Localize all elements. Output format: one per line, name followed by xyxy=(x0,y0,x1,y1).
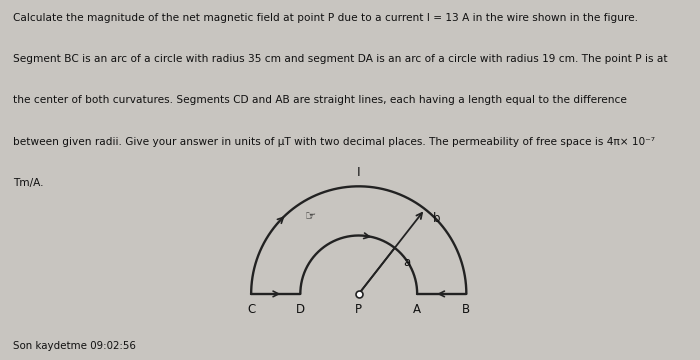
Text: Son kaydetme 09:02:56: Son kaydetme 09:02:56 xyxy=(13,341,136,351)
Text: I: I xyxy=(357,166,360,179)
Text: b: b xyxy=(433,212,440,225)
Text: between given radii. Give your answer in units of μT with two decimal places. Th: between given radii. Give your answer in… xyxy=(13,137,654,147)
Text: the center of both curvatures. Segments CD and AB are straight lines, each havin: the center of both curvatures. Segments … xyxy=(13,95,626,105)
Text: D: D xyxy=(296,303,305,316)
Text: P: P xyxy=(355,303,363,316)
Text: ☞: ☞ xyxy=(304,210,316,223)
Text: A: A xyxy=(413,303,421,316)
Text: Calculate the magnitude of the net magnetic field at point P due to a current I : Calculate the magnitude of the net magne… xyxy=(13,13,638,23)
Text: C: C xyxy=(247,303,256,316)
Text: a: a xyxy=(403,256,411,270)
Text: B: B xyxy=(462,303,470,316)
Text: Tm/A.: Tm/A. xyxy=(13,178,43,188)
Text: Segment BC is an arc of a circle with radius 35 cm and segment DA is an arc of a: Segment BC is an arc of a circle with ra… xyxy=(13,54,667,64)
